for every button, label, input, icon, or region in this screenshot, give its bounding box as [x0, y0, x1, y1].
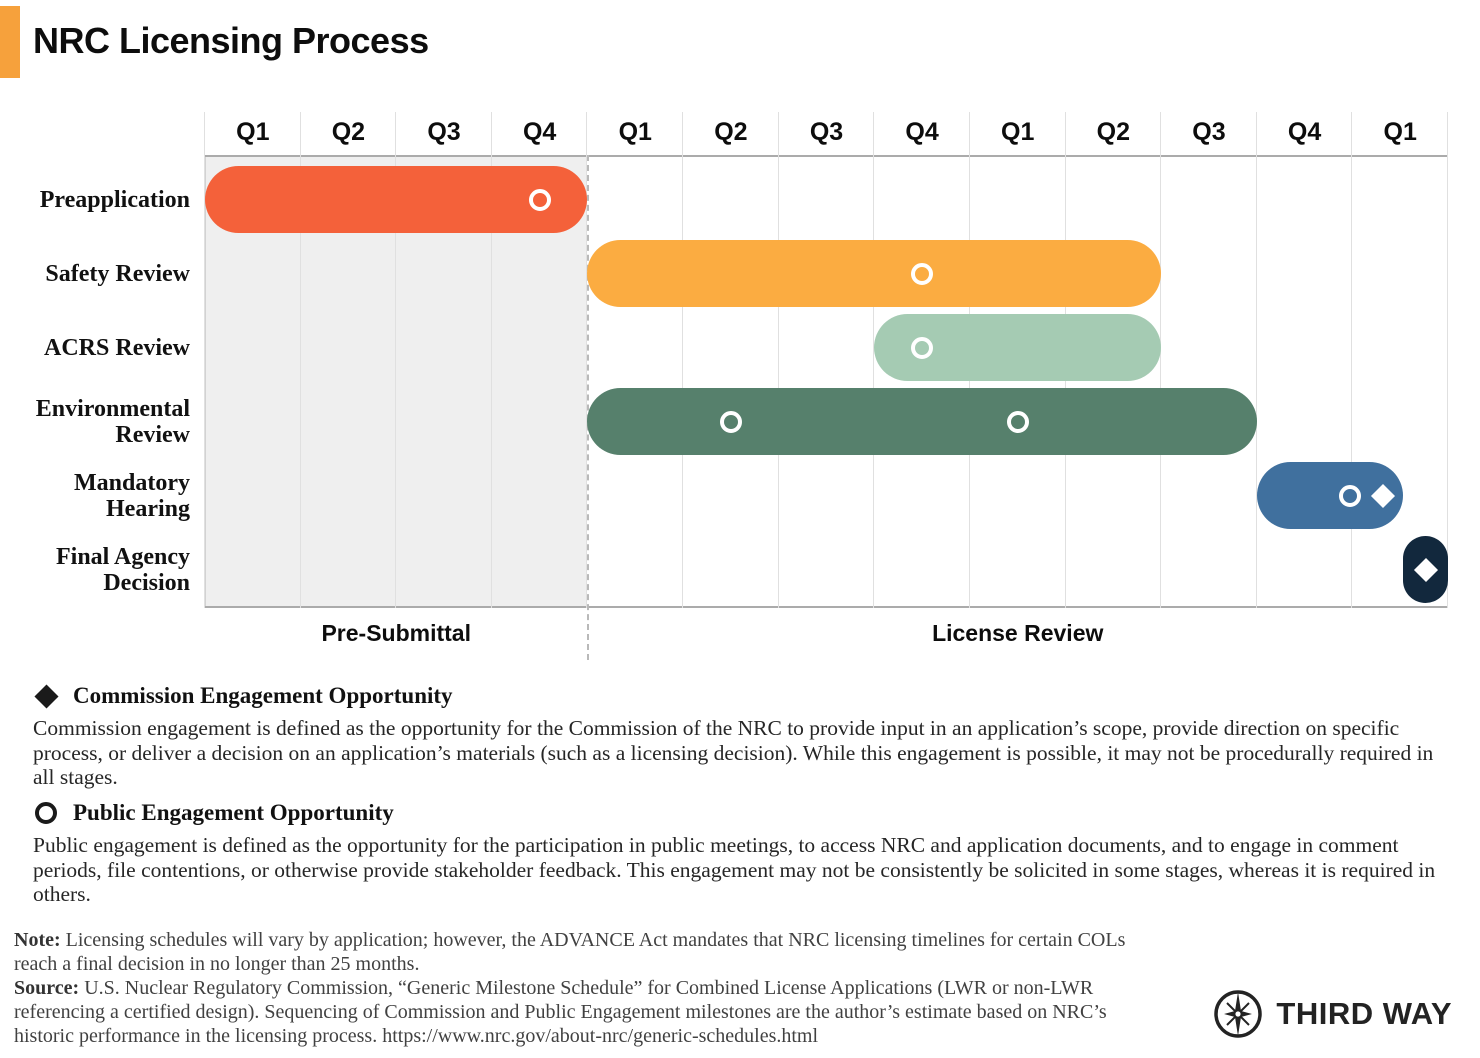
- page-title: NRC Licensing Process: [33, 20, 429, 61]
- note-label: Note:: [14, 929, 61, 951]
- source-label: Source:: [14, 977, 80, 999]
- source: Source: U.S. Nuclear Regulatory Commissi…: [14, 976, 1159, 1048]
- compass-star-icon: [1214, 990, 1263, 1038]
- third-way-logo: THIRD WAY: [1212, 988, 1452, 1040]
- legend-public: Public Engagement Opportunity Public eng…: [33, 799, 1448, 907]
- axis-label-9-q2: Q2: [1096, 118, 1131, 146]
- phase-labels: Pre-Submittal License Review: [205, 620, 1448, 654]
- plot-area: [205, 155, 1448, 608]
- legend-commission-head: Commission Engagement Opportunity: [33, 682, 1448, 710]
- gridline-2: [395, 112, 397, 608]
- phase-divider-line: [587, 155, 590, 660]
- row-label-mandatory-hearing: Mandatory Hearing: [74, 469, 190, 522]
- gridline-10: [1160, 112, 1162, 608]
- axis-label-7-q4: Q4: [905, 118, 939, 146]
- axis-label-6-q3: Q3: [809, 118, 844, 146]
- public-engagement-marker-preapplication: [528, 188, 551, 211]
- public-engagement-marker-environmental-review: [1006, 410, 1029, 433]
- legend-public-text: Public engagement is defined as the oppo…: [33, 833, 1436, 906]
- gantt-bar-safety-review: [587, 240, 1162, 307]
- note-text: Licensing schedules will vary by applica…: [14, 929, 1126, 975]
- row-label-final-agency-decision: Final Agency Decision: [55, 543, 190, 596]
- axis-label-12-q1: Q1: [1383, 118, 1417, 146]
- row-label-acrs-review: ACRS Review: [44, 334, 190, 361]
- gridline-0: [204, 112, 205, 608]
- row-label-environmental-review: Environmental Review: [35, 395, 190, 448]
- gridline-3: [490, 112, 492, 608]
- gantt-bar-environmental-review: [587, 388, 1257, 455]
- phase-label-pre-submittal: Pre-Submittal: [321, 620, 471, 646]
- row-labels: Preapplication Safety Review ACRS Review En…: [0, 155, 190, 608]
- axis-label-0-q1: Q1: [236, 118, 270, 146]
- public-circle-icon: [33, 800, 59, 826]
- quarter-axis: Q1 Q2 Q3 Q4 Q1 Q2 Q3 Q4 Q1 Q2 Q3 Q4 Q1: [205, 112, 1448, 155]
- gridline-11: [1255, 112, 1257, 608]
- legend-commission-title: Commission Engagement Opportunity: [73, 683, 453, 708]
- legend-commission-text: Commission engagement is defined as the …: [33, 716, 1434, 789]
- axis-label-3-q4: Q4: [522, 118, 557, 146]
- gridline-7: [873, 112, 875, 608]
- title-accent-bar: [0, 6, 20, 78]
- source-text: U.S. Nuclear Regulatory Commission, “Gen…: [14, 977, 1107, 1047]
- public-engagement-marker-safety-review: [911, 262, 934, 285]
- axis-label-5-q2: Q2: [714, 118, 748, 146]
- public-engagement-marker-environmental-review: [719, 410, 742, 433]
- legend-public-title: Public Engagement Opportunity: [73, 800, 394, 825]
- axis-label-2-q3: Q3: [427, 118, 461, 146]
- axis-label-11-q4: Q4: [1287, 118, 1322, 146]
- logo-wordmark: THIRD WAY: [1276, 996, 1452, 1031]
- axis-bottom-line: [205, 606, 1448, 608]
- gridline-6: [777, 112, 779, 608]
- row-label-safety-review: Safety Review: [45, 260, 190, 287]
- gridline-12: [1351, 112, 1353, 608]
- public-engagement-marker-acrs-review: [911, 336, 934, 359]
- gridline-5: [682, 112, 684, 608]
- gridline-13: [1447, 112, 1448, 608]
- axis-label-8-q1: Q1: [1001, 118, 1035, 146]
- axis-label-10-q3: Q3: [1192, 118, 1226, 146]
- gridline-4: [586, 112, 588, 608]
- commission-diamond-icon: [33, 683, 59, 709]
- legend-commission: Commission Engagement Opportunity Commis…: [33, 682, 1448, 790]
- gantt-bar-preapplication: [205, 166, 588, 233]
- gridline-1: [299, 112, 301, 608]
- legend-public-head: Public Engagement Opportunity: [33, 799, 1448, 827]
- row-label-preapplication: Preapplication: [39, 186, 190, 213]
- phase-label-license-review: License Review: [932, 620, 1104, 646]
- note: Note: Licensing schedules will vary by a…: [14, 928, 1139, 976]
- public-engagement-marker-mandatory-hearing: [1339, 484, 1362, 507]
- axis-label-1-q2: Q2: [331, 118, 366, 146]
- axis-label-4-q1: Q1: [618, 118, 652, 146]
- axis-top-line: [205, 155, 1448, 157]
